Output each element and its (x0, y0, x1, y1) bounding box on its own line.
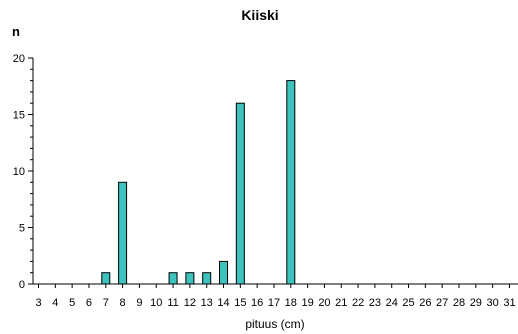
bar-14 (219, 260, 229, 285)
x-tick-label-13: 13 (201, 297, 213, 309)
x-tick-label-6: 6 (86, 297, 92, 309)
bar-11 (168, 272, 178, 285)
x-tick-label-9: 9 (136, 297, 142, 309)
x-ticks-group: 3 4 5 6 7 8 9 10 11 12 13 14 15 16 17 18 19 20 21 22 23 24 25 2… (35, 284, 516, 309)
x-tick-label-15: 15 (234, 297, 246, 309)
x-tick-label-7: 7 (103, 297, 109, 309)
x-axis-label: pituus (cm) (245, 317, 304, 331)
chart-title: Kiiski (241, 7, 278, 23)
x-tick-label-14: 14 (217, 297, 229, 309)
x-tick-label-20: 20 (318, 297, 330, 309)
x-tick-label-5: 5 (69, 297, 75, 309)
y-tick-label-0: 0 (19, 279, 25, 291)
x-tick-label-3: 3 (35, 297, 41, 309)
x-tick-label-16: 16 (251, 297, 263, 309)
y-tick-label-20: 20 (13, 53, 25, 65)
bar-12 (185, 272, 195, 285)
x-tick-label-31: 31 (503, 297, 515, 309)
x-tick-label-29: 29 (470, 297, 482, 309)
x-tick-label-21: 21 (335, 297, 347, 309)
y-axis-label: n (12, 24, 20, 39)
x-tick-label-8: 8 (120, 297, 126, 309)
bar-8 (118, 181, 128, 285)
x-tick-label-10: 10 (150, 297, 162, 309)
bar-15 (235, 102, 245, 285)
x-tick-label-22: 22 (352, 297, 364, 309)
bar-18 (286, 80, 296, 285)
x-tick-label-30: 30 (487, 297, 499, 309)
x-tick-label-26: 26 (419, 297, 431, 309)
x-tick-label-23: 23 (369, 297, 381, 309)
x-tick-label-18: 18 (285, 297, 297, 309)
y-tick-label-15: 15 (13, 110, 25, 122)
bar-13 (202, 272, 212, 285)
x-tick-label-4: 4 (52, 297, 58, 309)
x-tick-label-17: 17 (268, 297, 280, 309)
y-tick-label-5: 5 (19, 223, 25, 235)
x-tick-label-27: 27 (436, 297, 448, 309)
x-tick-label-12: 12 (184, 297, 196, 309)
y-ticks-group: 0 5 10 15 20 (13, 53, 33, 291)
axes-group (32, 58, 518, 285)
x-tick-label-19: 19 (301, 297, 313, 309)
x-tick-label-25: 25 (402, 297, 414, 309)
bars-group (101, 80, 296, 285)
x-tick-label-11: 11 (167, 297, 178, 309)
x-tick-label-24: 24 (386, 297, 398, 309)
bar-7 (101, 272, 111, 285)
x-tick-label-28: 28 (453, 297, 465, 309)
y-tick-label-10: 10 (13, 166, 25, 178)
